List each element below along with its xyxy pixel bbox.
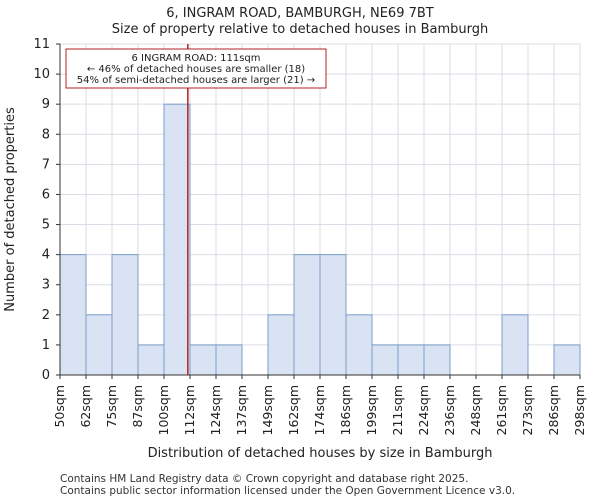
footer-line-2: Contains public sector information licen…	[60, 485, 516, 497]
y-tick-label: 2	[42, 308, 50, 323]
x-tick-label: 286sqm	[546, 385, 561, 435]
x-tick-label: 50sqm	[52, 385, 67, 428]
y-tick-label: 1	[42, 338, 50, 353]
bar-75sqm	[111, 254, 139, 376]
x-tick-label: 298sqm	[572, 385, 587, 435]
x-tick-label: 100sqm	[156, 385, 171, 435]
bar-124sqm	[215, 344, 243, 376]
y-tick-label: 7	[42, 157, 50, 172]
x-axis-title: Distribution of detached houses by size …	[148, 446, 493, 461]
bar-100sqm	[163, 103, 191, 376]
bar-186sqm	[345, 314, 373, 376]
bar-112sqm	[189, 344, 217, 376]
x-tick-label: 174sqm	[312, 385, 327, 435]
bar-211sqm	[397, 344, 425, 376]
x-tick-label: 124sqm	[208, 385, 223, 435]
x-tick-label: 87sqm	[130, 385, 145, 428]
x-tick-label: 137sqm	[234, 385, 249, 435]
bar-199sqm	[371, 344, 399, 376]
y-tick-label: 5	[42, 218, 50, 233]
x-tick-label: 62sqm	[78, 385, 93, 428]
bar-162sqm	[293, 254, 321, 376]
annotation-line-3: 54% of semi-detached houses are larger (…	[77, 75, 315, 86]
x-tick-label: 261sqm	[494, 385, 509, 435]
x-tick-label: 248sqm	[468, 385, 483, 435]
x-tick-label: 273sqm	[520, 385, 535, 435]
x-tick-label: 199sqm	[364, 385, 379, 435]
y-axis-title: Number of detached properties	[3, 107, 18, 312]
bar-62sqm	[85, 314, 113, 376]
x-tick-label: 75sqm	[104, 385, 119, 428]
y-tick-label: 10	[33, 67, 50, 82]
bar-87sqm	[137, 344, 165, 376]
x-tick-label: 211sqm	[390, 385, 405, 435]
y-tick-label: 11	[33, 37, 50, 52]
y-tick-label: 6	[42, 187, 50, 202]
y-tick-label: 8	[42, 127, 50, 142]
y-tick-label: 0	[42, 368, 50, 383]
bar-174sqm	[319, 254, 347, 376]
annotation-line-2: ← 46% of detached houses are smaller (18…	[87, 64, 305, 75]
x-tick-label: 236sqm	[442, 385, 457, 435]
x-tick-label: 186sqm	[338, 385, 353, 435]
bar-261sqm	[501, 314, 529, 376]
y-tick-label: 4	[42, 248, 50, 263]
x-tick-label: 162sqm	[286, 385, 301, 435]
x-tick-label: 149sqm	[260, 385, 275, 435]
x-tick-label: 224sqm	[416, 385, 431, 435]
y-tick-label: 9	[42, 97, 50, 112]
bar-224sqm	[423, 344, 451, 376]
chart-subtitle: Size of property relative to detached ho…	[111, 22, 489, 37]
annotation-line-1: 6 INGRAM ROAD: 111sqm	[131, 53, 260, 64]
y-tick-label: 3	[42, 278, 50, 293]
chart-title: 6, INGRAM ROAD, BAMBURGH, NE69 7BT	[166, 6, 434, 21]
bar-50sqm	[59, 254, 87, 376]
bar-286sqm	[553, 344, 581, 376]
footer-line-1: Contains HM Land Registry data © Crown c…	[60, 473, 469, 485]
x-tick-label: 112sqm	[182, 385, 197, 435]
annotation-box	[65, 48, 327, 89]
bar-149sqm	[267, 314, 295, 376]
